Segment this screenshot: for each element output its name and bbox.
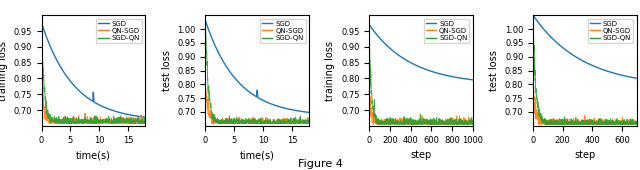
Y-axis label: test loss: test loss <box>162 50 172 91</box>
Text: Figure 4: Figure 4 <box>298 159 342 169</box>
Y-axis label: training loss: training loss <box>326 41 335 100</box>
Legend: SGD, QN-SGD, SGD-QN: SGD, QN-SGD, SGD-QN <box>588 19 634 43</box>
Y-axis label: training loss: training loss <box>0 41 8 100</box>
Legend: SGD, QN-SGD, SGD-QN: SGD, QN-SGD, SGD-QN <box>424 19 470 43</box>
Legend: SGD, QN-SGD, SGD-QN: SGD, QN-SGD, SGD-QN <box>260 19 306 43</box>
Legend: SGD, QN-SGD, SGD-QN: SGD, QN-SGD, SGD-QN <box>96 19 142 43</box>
X-axis label: step: step <box>410 150 432 160</box>
X-axis label: time(s): time(s) <box>76 150 111 160</box>
X-axis label: step: step <box>574 150 596 160</box>
X-axis label: time(s): time(s) <box>240 150 275 160</box>
Y-axis label: test loss: test loss <box>490 50 499 91</box>
